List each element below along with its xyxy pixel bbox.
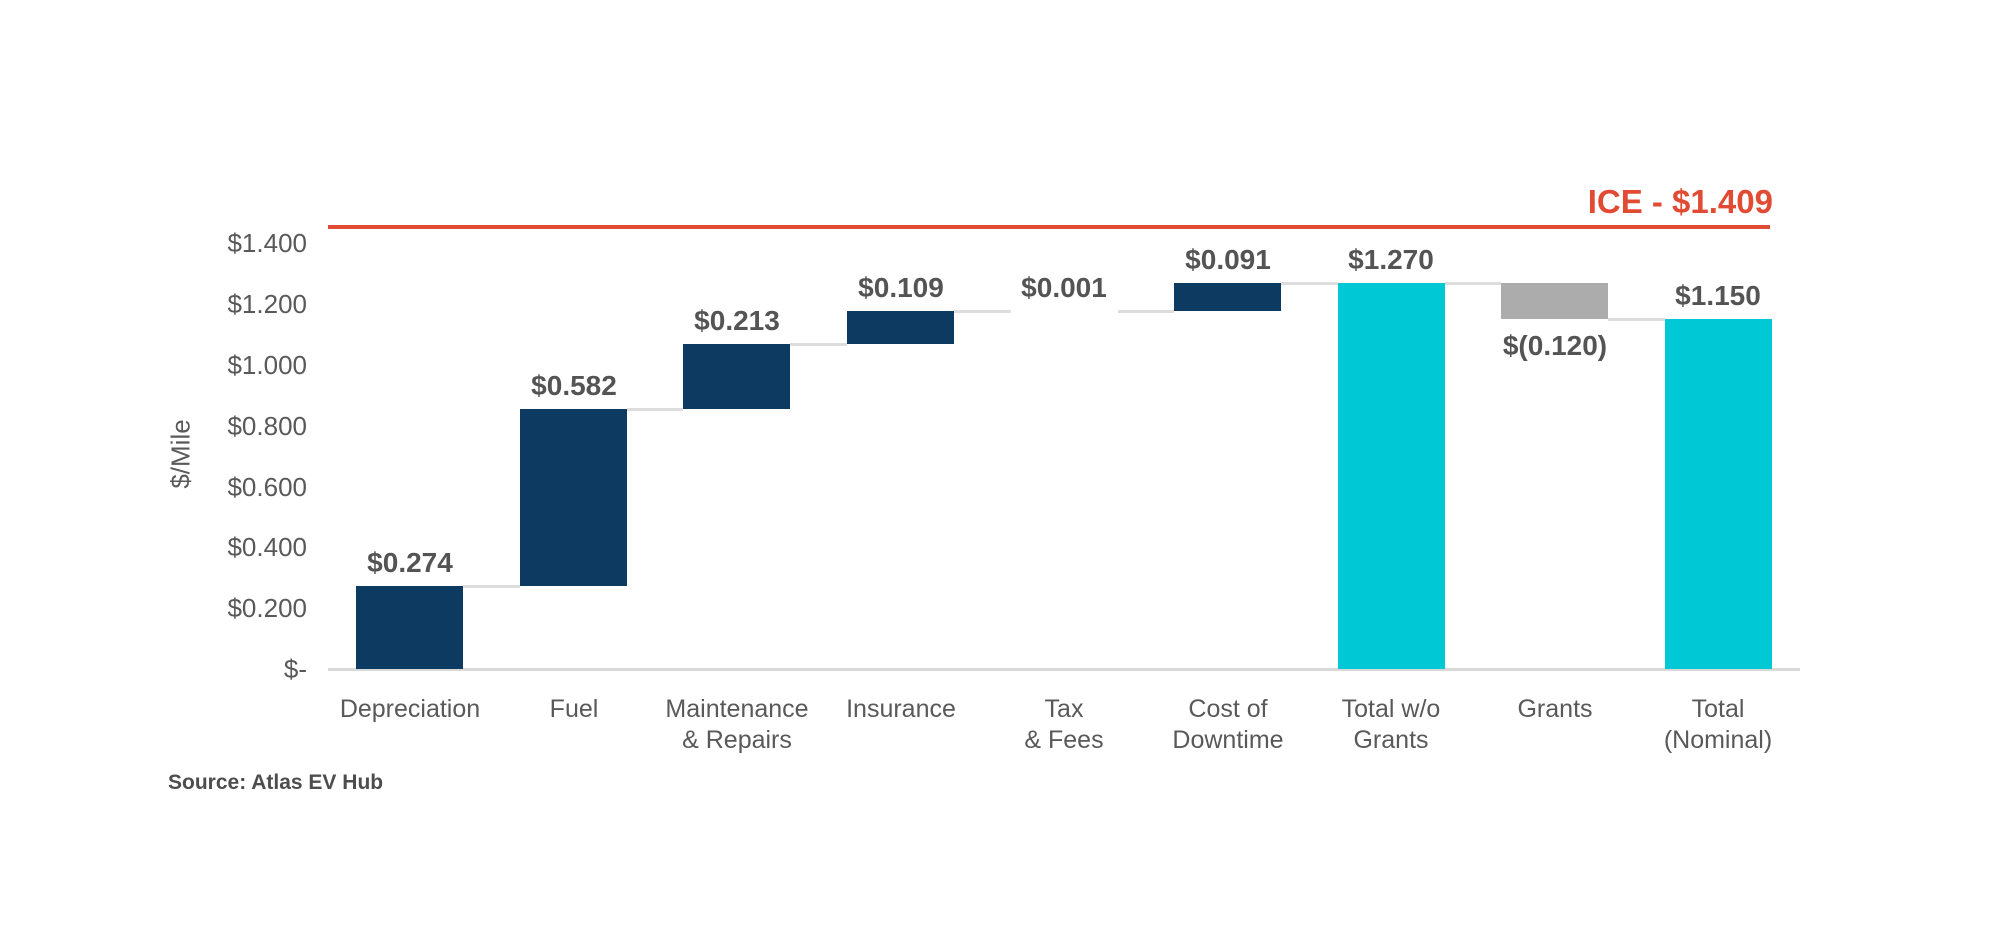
value-label-grants: $(0.120)	[1502, 330, 1608, 361]
y-tick-0-800: $0.800	[227, 410, 307, 441]
category-label-total-nominal: Total (Nominal)	[1663, 695, 1773, 754]
category-label-maintenance-repairs: Maintenance & Repairs	[665, 695, 809, 754]
y-tick-0-200: $0.200	[227, 593, 307, 624]
category-label-grants: Grants	[1517, 695, 1593, 723]
value-label-insurance: $0.109	[858, 272, 944, 303]
ice-reference-line	[328, 225, 1770, 229]
value-label-depreciation: $0.274	[367, 547, 453, 578]
y-tick-1-400: $1.400	[227, 228, 307, 259]
y-tick-0-600: $0.600	[227, 471, 307, 502]
category-label-insurance: Insurance	[846, 695, 956, 723]
value-label-total-w-o-grants: $1.270	[1348, 244, 1434, 275]
bar-maintenance-repairs	[683, 344, 790, 409]
y-tick-0-400: $0.400	[227, 532, 307, 563]
connector-3	[790, 343, 847, 346]
x-axis-line	[328, 668, 1800, 671]
bar-total-w-o-grants	[1338, 283, 1445, 669]
bar-insurance	[847, 311, 954, 344]
category-label-total-w-o-grants: Total w/o Grants	[1341, 695, 1441, 754]
bar-total-nominal	[1665, 319, 1772, 669]
value-label-maintenance-repairs: $0.213	[694, 305, 780, 336]
connector-6	[1281, 282, 1338, 285]
connector-1	[463, 585, 520, 588]
category-label-tax-fees: Tax & Fees	[1024, 695, 1104, 754]
value-label-tax-fees: $0.001	[1021, 272, 1107, 303]
bar-depreciation	[356, 586, 463, 669]
value-label-total-nominal: $1.150	[1675, 280, 1761, 311]
y-axis-title: $/Mile	[165, 419, 196, 489]
category-label-depreciation: Depreciation	[339, 695, 481, 723]
connector-5	[1118, 310, 1174, 313]
connector-8	[1608, 318, 1665, 321]
connector-2	[627, 408, 683, 411]
y-tick-1-200: $1.200	[227, 289, 307, 320]
y-tick-1-000: $1.000	[227, 350, 307, 380]
category-label-cost-of-downtime: Cost of Downtime	[1172, 695, 1284, 754]
category-label-fuel: Fuel	[549, 695, 599, 723]
bar-fuel	[520, 409, 627, 586]
source-note: Source: Atlas EV Hub	[168, 771, 384, 794]
bar-cost-of-downtime	[1174, 283, 1281, 311]
value-label-fuel: $0.582	[531, 370, 617, 401]
connector-7	[1445, 282, 1501, 285]
ice-reference-label: ICE - $1.409	[1587, 183, 1773, 220]
value-label-cost-of-downtime: $0.091	[1185, 244, 1271, 275]
bar-grants	[1501, 283, 1608, 319]
y-tick-: $-	[283, 654, 307, 684]
connector-4	[954, 310, 1011, 313]
